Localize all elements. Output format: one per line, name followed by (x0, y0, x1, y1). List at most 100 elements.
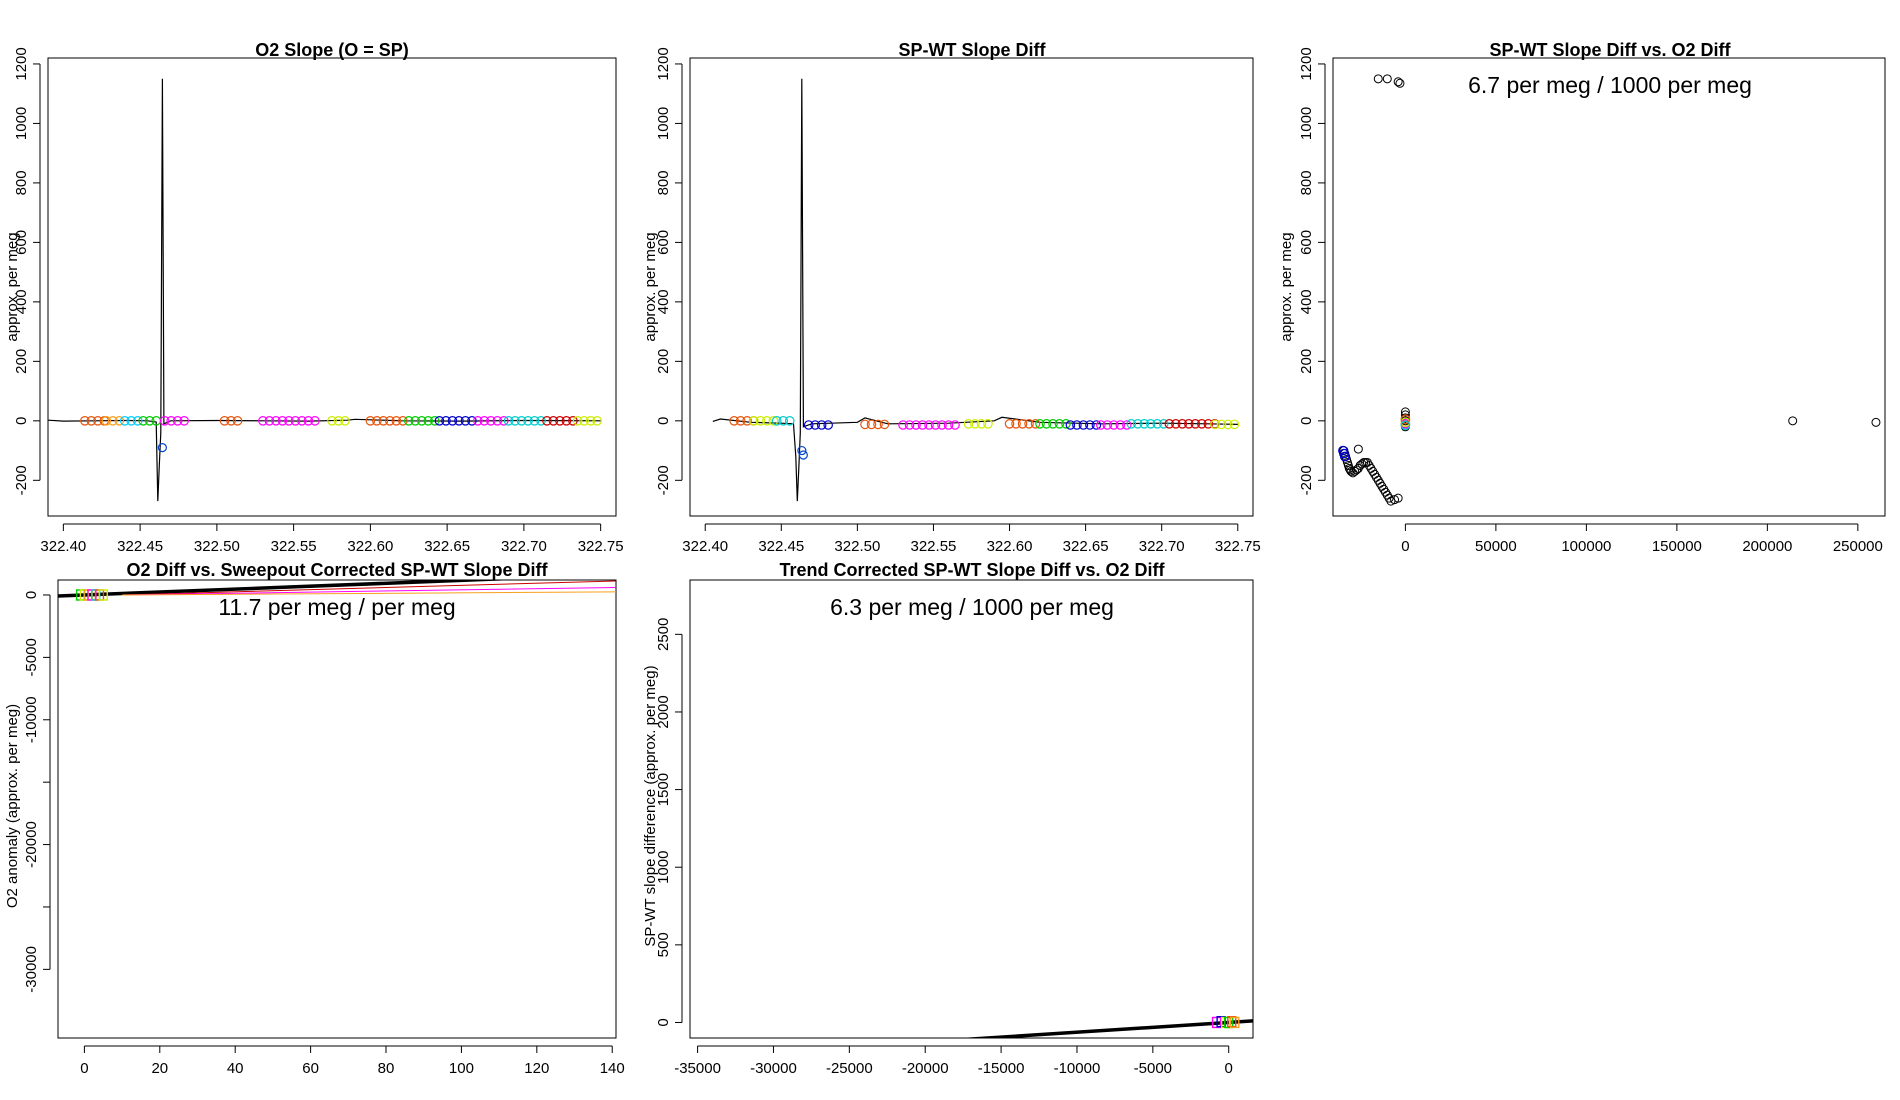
x-tick-label: 322.50 (194, 538, 240, 555)
x-tick-label: -20000 (902, 1060, 949, 1077)
data-point (1379, 484, 1389, 494)
data-point (1224, 1016, 1234, 1029)
data-point (410, 416, 421, 426)
x-tick-label: 100000 (1561, 538, 1611, 555)
y-tick-label: 2000 (655, 695, 672, 728)
plot-marks (712, 78, 1240, 502)
data-point (1102, 420, 1113, 430)
data-point (1145, 419, 1156, 429)
data-point (499, 416, 509, 426)
data-point (1384, 493, 1394, 503)
data-point (572, 416, 583, 426)
x-axis: 0 20 40 60 80 100 120 140 (80, 1045, 625, 1077)
fit-annotation: 6.3 per meg / 1000 per meg (830, 594, 1114, 620)
data-point (555, 416, 565, 426)
data-point (1395, 78, 1405, 88)
chart-title: Trend Corrected SP-WT Slope Diff vs. O2 … (779, 560, 1165, 580)
panel-slope-diff-vs-o2-diff: SP-WT Slope Diff vs. O2 Diff 6.7 per meg… (1278, 40, 1886, 555)
panel-trend-corrected: Trend Corrected SP-WT Slope Diff vs. O2 … (642, 560, 1254, 1077)
data-point (823, 420, 833, 430)
data-point (1030, 419, 1041, 429)
x-axis: -35000 -30000 -25000 -20000 -15000 -10000 -500… (674, 1045, 1233, 1077)
data-point (1164, 419, 1175, 429)
data-point (1078, 420, 1089, 430)
x-tick-label: 0 (80, 1060, 88, 1077)
x-tick-label: 322.40 (682, 538, 728, 555)
data-point (1373, 475, 1383, 485)
data-point (166, 416, 176, 426)
data-point (1085, 420, 1095, 430)
data-point (1393, 493, 1403, 503)
x-tick-label: 322.70 (1139, 538, 1185, 555)
x-tick-label: 322.45 (117, 538, 163, 555)
y-tick-label: 1500 (655, 773, 672, 806)
plot-frame (689, 57, 1254, 517)
data-point (1184, 419, 1194, 429)
data-point (126, 416, 137, 426)
data-point (1061, 419, 1071, 429)
data-point (1158, 419, 1169, 429)
data-point (1139, 419, 1150, 429)
data-point (372, 416, 382, 426)
y-axis: 0 500 1000 1500 2000 2500 (655, 618, 683, 1027)
data-point (441, 416, 451, 426)
y-tick-label: 400 (655, 289, 672, 314)
data-point (729, 416, 739, 426)
data-point (1788, 416, 1798, 426)
data-point (950, 420, 960, 430)
x-tick-label: -30000 (750, 1060, 797, 1077)
data-point (1216, 419, 1227, 430)
data-point (1400, 420, 1411, 431)
data-point (277, 416, 288, 426)
data-point (1382, 74, 1392, 84)
data-point (1126, 419, 1137, 429)
data-point (1024, 419, 1034, 429)
data-point (749, 416, 759, 426)
data-point (1177, 419, 1188, 429)
data-point (114, 416, 125, 426)
y-tick-label: 1200 (655, 47, 672, 80)
data-point (970, 419, 980, 429)
data-point (310, 416, 320, 426)
x-axis: 0 50000 100000 150000 200000 250000 (1401, 523, 1883, 555)
y-tick-label: 1000 (655, 107, 672, 140)
chart-title: SP-WT Slope Diff (899, 40, 1047, 60)
x-tick-label: 322.65 (1063, 538, 1109, 555)
y-tick-label: 500 (655, 932, 672, 957)
y-axis-label: approx. per meg (1278, 232, 1295, 341)
data-point (1339, 451, 1350, 462)
data-layer (48, 78, 602, 502)
y-tick-label: 0 (655, 417, 672, 425)
data-point (1393, 77, 1403, 87)
data-point (523, 416, 533, 426)
x-tick-label: 80 (378, 1060, 395, 1077)
data-point (1115, 420, 1126, 430)
data-point (771, 416, 782, 426)
x-tick-label: 322.70 (501, 538, 547, 555)
y-tick-label: 200 (1298, 349, 1315, 374)
data-point (172, 416, 183, 426)
y-tick-label: 400 (13, 289, 30, 314)
data-point (454, 416, 464, 426)
data-point (340, 416, 350, 426)
data-point (762, 416, 772, 426)
data-point (297, 416, 307, 426)
plot-frame (47, 57, 617, 517)
data-point (548, 416, 559, 426)
data-point (866, 419, 877, 430)
data-point (930, 420, 941, 430)
data-point (1373, 74, 1383, 84)
data-point (542, 416, 552, 426)
data-point (1171, 419, 1181, 429)
data-point (1223, 419, 1233, 430)
fit-line (58, 580, 517, 598)
x-tick-label: -5000 (1134, 1060, 1172, 1077)
series-line (48, 78, 601, 502)
data-point (429, 416, 440, 426)
data-point (80, 416, 90, 426)
y-tick-label: 2500 (655, 618, 672, 651)
data-point (101, 416, 112, 426)
data-point (403, 416, 414, 426)
chart-title: O2 Slope (O = SP) (255, 40, 409, 60)
panel-o2-diff-vs-sweepout: O2 Diff vs. Sweepout Corrected SP-WT Slo… (4, 560, 625, 1077)
